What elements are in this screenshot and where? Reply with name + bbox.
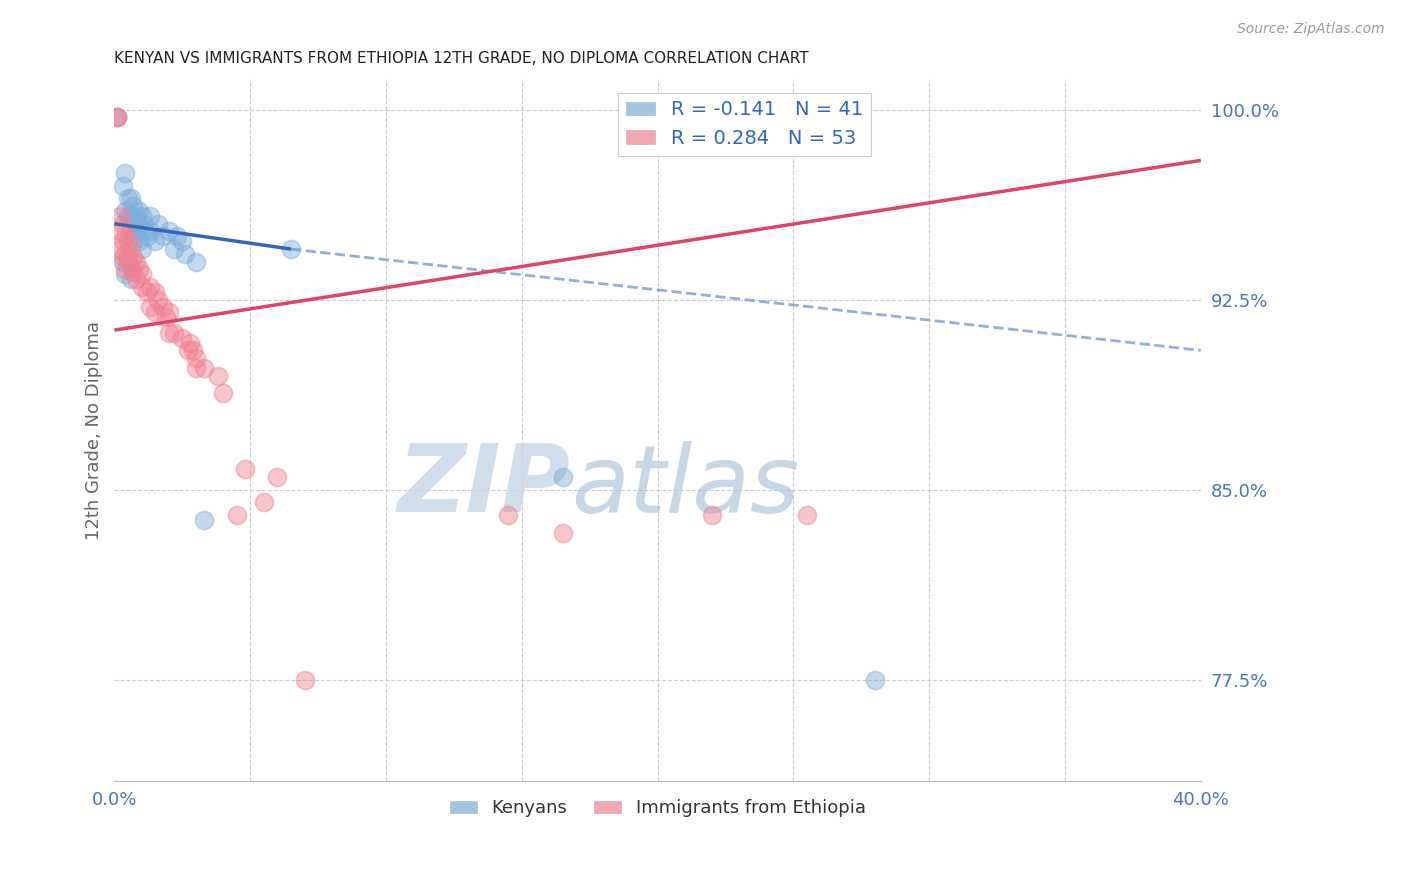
Point [117,235,139,249]
Point [131,209,153,223]
Point [117,250,139,264]
Text: Source: ZipAtlas.com: Source: ZipAtlas.com [1237,22,1385,37]
Text: atlas: atlas [571,441,799,532]
Text: ZIP: ZIP [398,441,571,533]
Point [143,285,166,299]
Point [117,209,139,223]
Point [131,280,153,294]
Text: KENYAN VS IMMIGRANTS FROM ETHIOPIA 12TH GRADE, NO DIPLOMA CORRELATION CHART: KENYAN VS IMMIGRANTS FROM ETHIOPIA 12TH … [114,51,808,66]
Point [551,470,574,484]
Point [184,361,207,376]
Point [851,111,873,125]
Point [128,262,150,277]
Point [212,386,235,401]
Point [111,254,134,268]
Point [253,495,276,509]
Point [125,254,148,268]
Point [131,224,153,238]
Point [136,285,159,299]
Point [114,262,136,277]
Point [138,209,160,223]
Point [114,268,136,282]
Point [157,326,180,340]
Point [163,326,186,340]
Point [131,242,153,256]
Point [111,178,134,193]
Point [184,254,207,268]
Point [128,217,150,231]
Point [181,343,204,358]
Point [496,508,519,522]
Point [120,224,142,238]
Point [111,235,134,249]
Point [193,361,215,376]
Point [143,235,166,249]
Point [174,247,197,261]
Point [105,111,128,125]
Point [111,217,134,231]
Point [120,260,142,274]
Point [152,229,174,244]
Point [122,235,145,249]
Point [280,242,302,256]
Point [117,254,139,268]
Point [108,242,131,256]
Point [152,301,174,315]
Point [120,191,142,205]
Point [146,217,169,231]
Point [114,229,136,244]
Point [125,209,148,223]
Point [266,470,288,484]
Point [108,209,131,223]
Point [207,368,229,383]
Y-axis label: 12th Grade, No Diploma: 12th Grade, No Diploma [86,320,103,540]
Point [122,250,145,264]
Point [120,272,142,286]
Point [120,242,142,256]
Point [177,343,200,358]
Point [122,217,145,231]
Point [105,111,128,125]
Point [294,673,316,687]
Point [122,199,145,213]
Point [117,191,139,205]
Point [700,508,723,522]
Point [143,305,166,319]
Point [551,525,574,540]
Point [131,268,153,282]
Point [114,204,136,219]
Point [179,335,201,350]
Point [125,224,148,238]
Point [166,229,188,244]
Point [172,235,194,249]
Point [122,265,145,279]
Point [138,224,160,238]
Point [120,209,142,223]
Point [128,204,150,219]
Point [105,111,128,125]
Point [157,224,180,238]
Point [128,235,150,249]
Point [138,280,160,294]
Point [157,305,180,319]
Point [136,229,159,244]
Point [138,301,160,315]
Point [193,513,215,527]
Point [155,310,177,325]
Point [114,166,136,180]
Point [134,217,156,231]
Point [146,293,169,307]
Point [233,462,256,476]
Point [184,351,207,365]
Point [163,242,186,256]
Point [796,508,818,522]
Point [111,250,134,264]
Point [108,224,131,238]
Point [114,247,136,261]
Point [225,508,247,522]
Point [863,673,886,687]
Point [125,272,148,286]
Point [172,331,194,345]
Legend: Kenyans, Immigrants from Ethiopia: Kenyans, Immigrants from Ethiopia [443,792,873,824]
